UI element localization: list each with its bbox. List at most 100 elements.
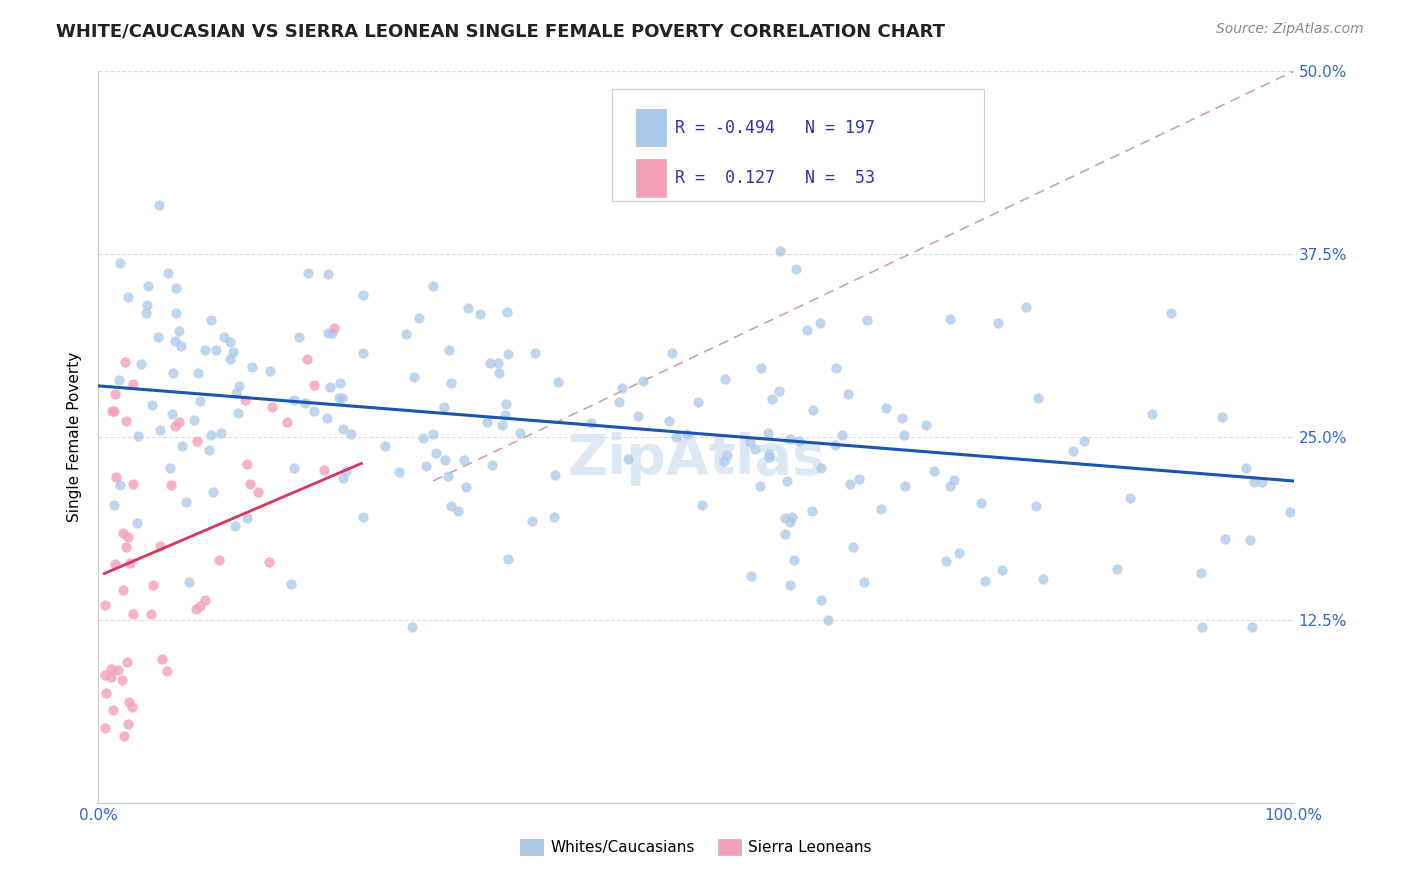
Point: [225, 385, 247, 400]
Point: [1191, 620, 1213, 634]
Point: [283, 461, 305, 475]
Point: [775, 510, 797, 524]
Point: [779, 433, 801, 447]
Point: [188, 394, 211, 409]
Point: [352, 346, 374, 360]
Point: [1160, 306, 1182, 320]
Point: [395, 326, 418, 341]
Point: [122, 477, 145, 491]
Point: [135, 298, 157, 312]
Point: [160, 407, 183, 421]
Point: [1107, 562, 1129, 576]
Point: [94, 686, 117, 700]
Point: [323, 321, 346, 335]
Point: [740, 435, 762, 450]
Point: [257, 555, 280, 569]
Point: [935, 554, 957, 568]
Point: [716, 448, 738, 462]
Point: [247, 484, 270, 499]
Point: [422, 279, 444, 293]
Point: [205, 343, 228, 358]
Point: [167, 324, 190, 338]
Point: [1211, 410, 1233, 425]
Point: [661, 345, 683, 359]
Point: [224, 518, 246, 533]
Point: [335, 464, 357, 478]
Point: [187, 366, 209, 380]
Point: [121, 607, 143, 621]
Point: [93, 721, 115, 735]
Point: [496, 551, 519, 566]
Point: [744, 442, 766, 456]
Point: [1250, 475, 1272, 489]
Point: [842, 540, 865, 554]
Point: [496, 305, 519, 319]
Point: [544, 468, 567, 483]
Point: [457, 301, 479, 315]
Point: [894, 479, 917, 493]
Point: [141, 398, 163, 412]
Point: [491, 417, 513, 432]
Point: [713, 454, 735, 468]
Point: [115, 655, 138, 669]
Y-axis label: Single Female Poverty: Single Female Poverty: [66, 352, 82, 522]
Point: [495, 396, 517, 410]
Point: [969, 496, 991, 510]
Point: [100, 670, 122, 684]
Point: [316, 326, 339, 341]
Point: [165, 281, 187, 295]
Point: [758, 450, 780, 464]
Point: [1140, 407, 1163, 421]
Point: [404, 370, 426, 384]
Point: [475, 415, 498, 429]
Point: [103, 703, 125, 717]
Point: [163, 334, 186, 348]
Point: [259, 364, 281, 378]
Point: [117, 530, 139, 544]
Point: [172, 439, 194, 453]
Point: [543, 509, 565, 524]
Text: WHITE/CAUCASIAN VS SIERRA LEONEAN SINGLE FEMALE POVERTY CORRELATION CHART: WHITE/CAUCASIAN VS SIERRA LEONEAN SINGLE…: [56, 22, 945, 40]
Point: [1240, 620, 1263, 634]
Point: [853, 574, 876, 589]
Point: [779, 515, 801, 529]
Point: [194, 343, 217, 357]
Point: [159, 461, 181, 475]
Point: [1189, 566, 1212, 581]
Point: [321, 326, 343, 341]
Point: [838, 477, 860, 491]
Point: [316, 411, 339, 425]
Point: [749, 479, 772, 493]
Point: [139, 607, 162, 621]
Point: [107, 663, 129, 677]
Point: [148, 329, 170, 343]
Point: [1032, 572, 1054, 586]
Point: [329, 376, 352, 391]
Point: [388, 465, 411, 479]
Text: Source: ZipAtlas.com: Source: ZipAtlas.com: [1216, 22, 1364, 37]
Point: [547, 376, 569, 390]
Point: [1243, 475, 1265, 490]
Point: [127, 429, 149, 443]
Point: [801, 403, 824, 417]
Point: [481, 458, 503, 473]
Point: [233, 392, 256, 407]
Point: [665, 430, 688, 444]
Point: [226, 406, 249, 420]
Point: [782, 510, 804, 524]
Point: [179, 574, 201, 589]
Point: [201, 485, 224, 500]
Point: [200, 427, 222, 442]
Point: [165, 306, 187, 320]
Point: [433, 400, 456, 414]
Point: [893, 428, 915, 442]
Point: [129, 357, 152, 371]
Point: [240, 360, 263, 375]
Point: [149, 539, 172, 553]
Point: [198, 442, 221, 457]
Point: [415, 458, 437, 473]
Point: [454, 481, 477, 495]
Point: [276, 415, 298, 429]
Point: [118, 695, 141, 709]
Point: [101, 404, 124, 418]
